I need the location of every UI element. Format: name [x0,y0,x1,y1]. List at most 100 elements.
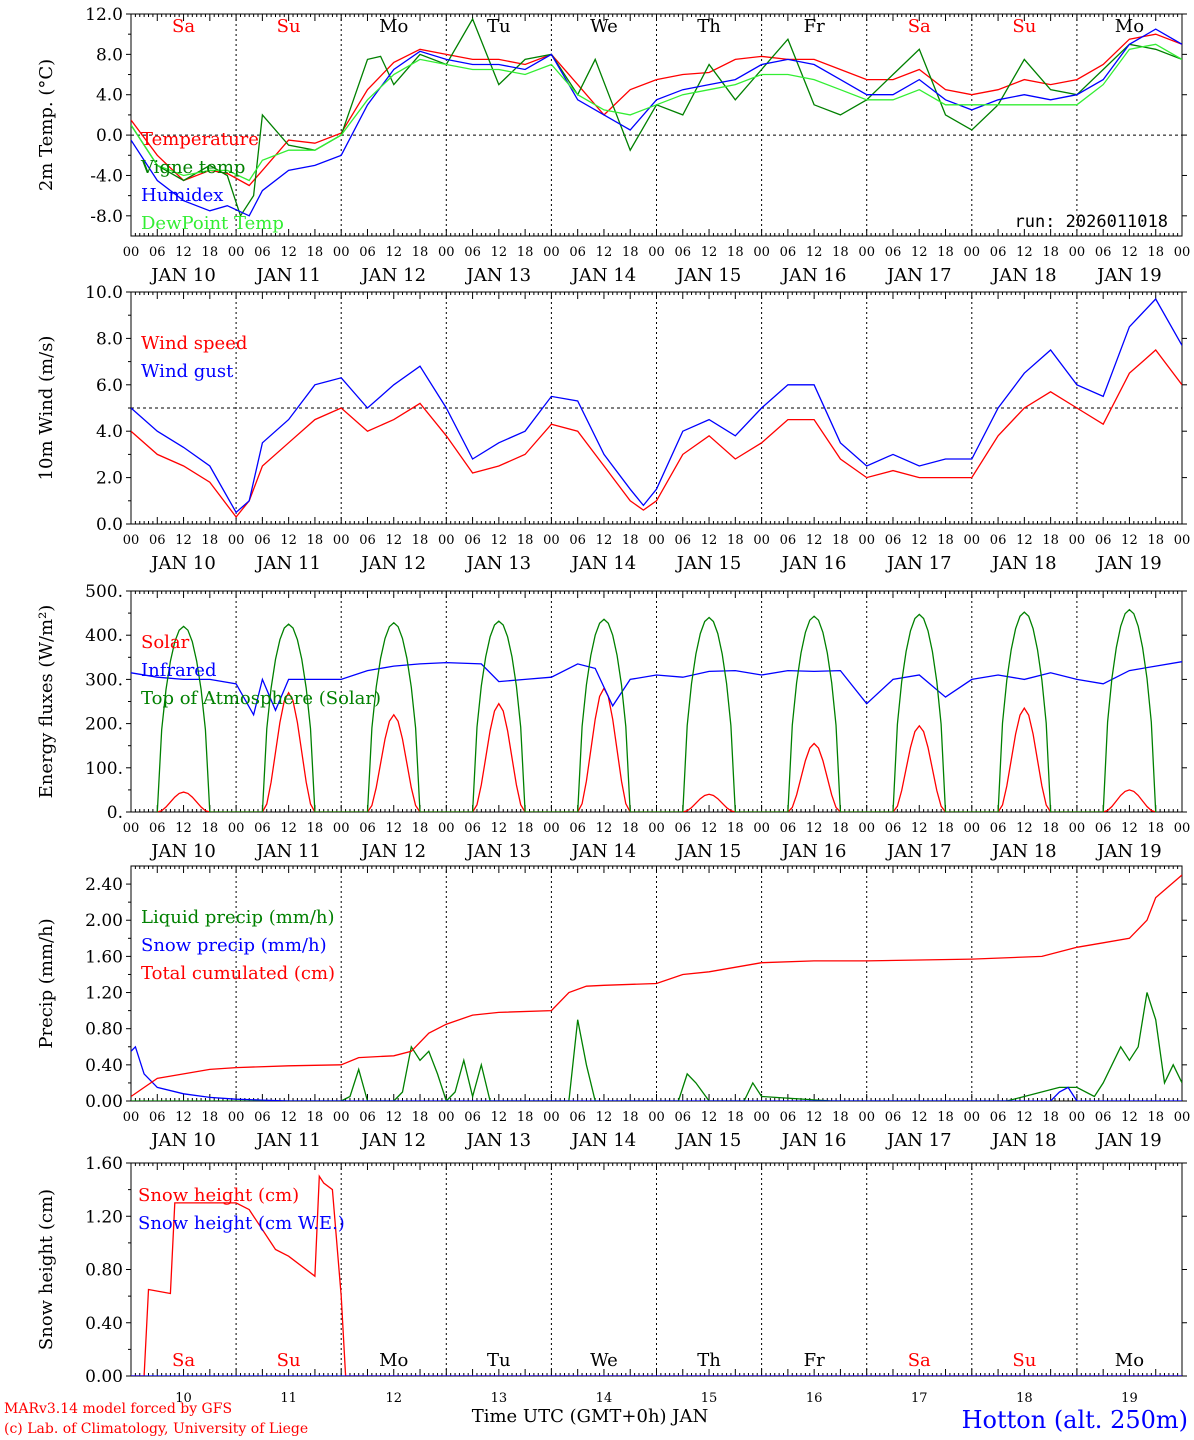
x-hour-label: 18 [727,1110,744,1125]
x-day-number: 17 [911,1391,928,1406]
x-hour-label: 12 [806,533,823,548]
x-date-label: JAN 12 [359,841,426,862]
x-hour-label: 12 [491,245,508,260]
x-hour-label: 12 [1016,533,1033,548]
y-tick-label: 2.0 [96,469,123,489]
series-line-wind-gust [131,297,1182,514]
x-hour-label: 00 [1174,245,1191,260]
x-day-number: 16 [806,1391,823,1406]
x-hour-label: 06 [1095,821,1112,836]
x-hour-label: 12 [596,1110,613,1125]
x-day-number: 14 [596,1391,613,1406]
x-date-label: JAN 16 [780,1130,847,1151]
x-hour-label: 00 [964,821,981,836]
x-hour-label: 00 [543,1110,560,1125]
legend-entry: Total cumulated (cm) [141,963,335,984]
x-hour-label: 00 [858,1110,875,1125]
x-hour-label: 06 [1095,533,1112,548]
x-day-number: 13 [491,1391,508,1406]
x-hour-label: 18 [412,533,429,548]
y-tick-label: 1.60 [85,1154,123,1174]
x-hour-label: 00 [648,533,665,548]
x-hour-label: 12 [911,1110,928,1125]
y-tick-label: 400. [85,626,123,646]
series-group [131,874,1182,1101]
x-hour-label: 06 [359,245,376,260]
y-tick-label: 6.0 [96,376,123,396]
x-hour-label: 06 [359,1110,376,1125]
x-date-label: JAN 11 [254,265,321,286]
x-hour-label: 18 [412,1110,429,1125]
x-hour-label: 00 [648,245,665,260]
x-date-label: JAN 17 [885,553,952,574]
x-hour-label: 06 [675,821,692,836]
x-hour-label: 18 [202,821,219,836]
x-hour-label: 00 [123,821,140,836]
x-hour-label: 18 [937,1110,954,1125]
x-hour-label: 00 [438,1110,455,1125]
x-hour-label: 12 [491,533,508,548]
y-tick-label: 2.00 [85,911,123,931]
x-hour-label: 18 [517,533,534,548]
legend-entry: Infrared [141,660,216,681]
x-date-label: JAN 14 [570,1130,637,1151]
x-hour-label: 06 [359,533,376,548]
y-tick-label: 1.60 [85,947,123,967]
x-hour-label: 12 [280,1110,297,1125]
series-group [131,608,1182,812]
y-axis-label: Energy fluxes (W/m²) [36,605,57,799]
x-hour-label: 12 [280,245,297,260]
x-hour-label: 06 [780,821,797,836]
x-hour-label: 00 [228,1110,245,1125]
x-hour-label: 18 [727,821,744,836]
x-date-label: JAN 18 [990,553,1057,574]
x-hour-label: 18 [727,533,744,548]
x-hour-label: 12 [806,245,823,260]
x-hour-label: 12 [385,245,402,260]
x-hour-label: 18 [1042,533,1059,548]
series-group [131,17,1182,218]
x-date-label: JAN 19 [1095,1130,1162,1151]
day-name-label: Su [1012,1350,1036,1371]
x-hour-label: 12 [1016,245,1033,260]
x-hour-label: 12 [701,245,718,260]
x-hour-label: 06 [780,533,797,548]
x-hour-label: 06 [885,245,902,260]
x-hour-label: 18 [1042,821,1059,836]
legend-entry: Top of Atmosphere (Solar) [141,688,381,709]
x-hour-label: 06 [780,1110,797,1125]
x-hour-label: 12 [175,1110,192,1125]
footer-time-axis-label: Time UTC (GMT+0h) JAN [472,1406,709,1427]
x-hour-label: 18 [727,245,744,260]
x-hour-label: 00 [438,533,455,548]
x-date-label: JAN 19 [1095,841,1162,862]
x-hour-label: 00 [858,533,875,548]
footer-model-credit: MARv3.14 model forced by GFS [4,1401,232,1417]
series-line-temperature [131,33,1182,187]
x-hour-label: 18 [1147,245,1164,260]
x-date-label: JAN 15 [675,265,742,286]
x-hour-label: 00 [123,1110,140,1125]
x-date-label: JAN 12 [359,1130,426,1151]
x-hour-label: 06 [464,821,481,836]
x-hour-label: 00 [123,533,140,548]
x-date-label: JAN 13 [465,265,532,286]
x-hour-label: 00 [1069,245,1086,260]
y-tick-label: 300. [85,670,123,690]
x-hour-label: 00 [1174,821,1191,836]
x-date-label: JAN 10 [149,1130,216,1151]
x-hour-label: 12 [911,821,928,836]
day-name-label: Su [1012,16,1036,37]
x-hour-label: 12 [175,821,192,836]
series-line-wind-speed [131,349,1182,519]
x-hour-label: 12 [1121,245,1138,260]
x-hour-label: 00 [438,821,455,836]
x-hour-label: 18 [1147,533,1164,548]
day-name-label: Mo [1115,1350,1144,1371]
legend-entry: Humidex [141,185,223,206]
x-hour-label: 18 [202,533,219,548]
series-line-snow-height-cm [131,1174,1182,1376]
day-name-label: Mo [1115,16,1144,37]
x-day-number: 12 [385,1391,402,1406]
